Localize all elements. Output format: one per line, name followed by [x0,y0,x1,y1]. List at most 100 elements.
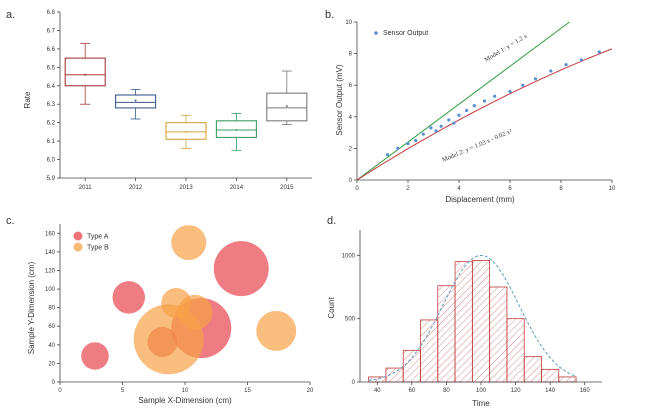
panel-b-xtick-label: 8 [559,186,563,192]
panel-c-ytick-label: 100 [45,287,56,293]
bubble-type-a [213,241,269,297]
histogram-bar [506,318,525,383]
panel-c-ytick-label: 0 [52,380,56,386]
panel-b-ytick-label: 4 [349,115,353,121]
panel-c-legend-label: Type A [87,234,109,241]
panel-a-xtick-label: 2012 [129,185,143,191]
bubble-type-b [177,294,213,330]
panel-a-letter: a. [6,9,15,21]
histogram-bar [437,285,456,383]
panel-a-ytick-label: 6.8 [47,10,56,16]
panel-c-xlabel: Sample X-Dimension (cm) [138,396,232,405]
panel-a-ytick-label: 6.2 [47,121,56,127]
histogram-bar [489,286,508,383]
histogram-bar [420,319,439,383]
sensor-output-point [533,77,538,81]
panel-d-xlabel: Time [472,399,490,408]
panel-a-ytick-label: 6.3 [47,102,56,108]
panel-b-xtick-label: 6 [508,186,512,192]
box-mean-marker [84,73,87,76]
box-mean-marker [285,105,288,108]
sensor-output-point [396,146,400,150]
histogram-bar [402,349,421,383]
panel-b-ytick-label: 8 [349,52,353,58]
panel-c-ytick-label: 60 [48,324,55,330]
sensor-output-point [482,99,487,103]
sensor-output-point [386,153,390,157]
panel-d-ylabel: Count [327,297,336,319]
sensor-output-point [406,142,410,146]
panel-b-xtick-label: 0 [355,186,359,192]
sensor-output-point [452,121,456,125]
panel-a-ytick-label: 6.1 [47,139,56,145]
sensor-output-point [439,124,443,128]
panel-d: d. Time Count 40 60 80 100 120 140 160 0 500 1000 [327,215,602,408]
panel-a-ytick-label: 6.6 [47,47,56,53]
panel-c-legend-marker [73,231,83,241]
panel-a-ytick-label: 6.0 [47,158,56,164]
panel-b-xtick-label: 2 [406,186,410,192]
panel-b: b. Displacement (mm) Sensor Output (mV) … [325,9,616,204]
histogram-bar [523,356,542,383]
panel-d-ytick-label: 1000 [342,253,356,259]
sensor-output-point [457,113,461,117]
panel-a-ytick-label: 6.4 [47,84,56,90]
panel-c-xtick-label: 0 [58,388,62,394]
sensor-output-point [579,58,584,62]
model-2-curve [356,48,613,181]
sensor-output-point [447,118,451,122]
bubble-type-a [112,281,145,314]
histogram-bar [541,368,560,383]
model-1-line [356,21,570,181]
panel-d-letter: d. [327,215,336,227]
box-mean-marker [134,99,137,102]
panel-a-ytick-label: 5.9 [47,176,56,182]
panel-d-ytick-label: 500 [345,317,356,323]
sensor-output-point [429,126,433,130]
panel-d-xtick-label: 60 [409,388,416,394]
panel-b-legend-marker [374,31,378,35]
box-2011 [64,57,106,87]
panel-b-ytick-label: 2 [349,146,353,152]
sensor-output-point [521,83,525,87]
panel-b-legend-label: Sensor Output [383,30,428,37]
panel-a-xtick-label: 2014 [230,185,244,191]
sensor-output-point [508,89,512,94]
panel-c-ytick-label: 80 [48,306,55,312]
panel-c-ylabel: Sample Y-Dimension (cm) [27,261,36,354]
panel-b-xtick-label: 10 [609,186,616,192]
panel-b-ytick-label: 10 [345,20,352,26]
panel-c-xtick-label: 20 [307,388,314,394]
model-1-label: Model 1: y = 1.2 x [483,32,529,63]
panel-a-ylabel: Rate [23,91,32,108]
histogram-bar [471,259,491,383]
bubble-type-a [81,342,109,370]
sensor-output-point [472,104,476,108]
panel-c-ytick-label: 160 [45,231,56,237]
sensor-output-point [465,108,469,113]
bubble-type-b [256,310,297,351]
panel-b-ylabel: Sensor Output (mV) [335,64,344,135]
panel-c-letter: c. [6,215,15,227]
panel-a-xtick-label: 2011 [79,185,93,191]
panel-b-ytick-label: 6 [349,83,353,89]
panel-b-xtick-label: 4 [457,186,461,192]
panel-a-ytick-label: 6.5 [47,65,56,71]
sensor-output-point [421,132,425,136]
box-mean-marker [235,129,238,132]
model-2-label: Model 2: y = 1.03 x - 0.02 x² [441,128,513,164]
panel-c-legend-marker [73,242,83,252]
panel-a-xtick-label: 2015 [280,185,294,191]
panel-d-xtick-label: 160 [580,388,591,394]
panel-c-xtick-label: 5 [121,388,125,394]
sensor-output-point [414,138,418,143]
panel-c: c. Sample X-Dimension (cm) Sample Y-Dime… [6,215,314,405]
histogram-bar [454,261,473,383]
panel-c-ytick-label: 140 [45,250,56,256]
sensor-output-point [597,50,601,54]
panel-c-ytick-label: 40 [48,343,55,349]
panel-a-xtick-label: 2013 [179,185,193,191]
panel-b-letter: b. [325,9,334,21]
panel-d-xtick-label: 40 [374,388,381,394]
